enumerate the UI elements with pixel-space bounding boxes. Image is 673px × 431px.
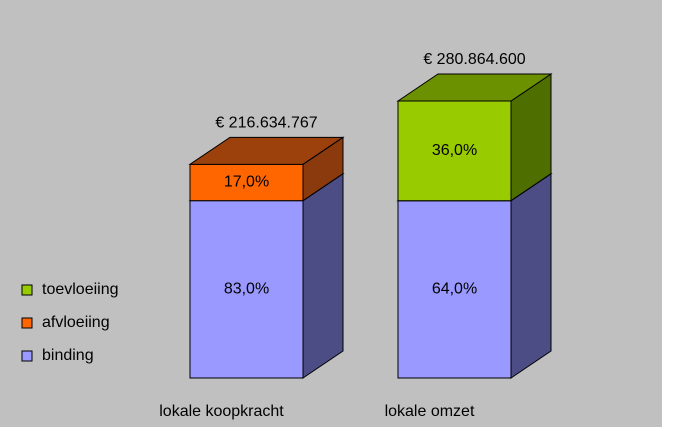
legend-label: toevloeiing [42, 281, 119, 298]
value-label: 17,0% [224, 174, 269, 191]
total-label: € 280.864.600 [423, 51, 525, 68]
x-tick-label: lokale koopkracht [159, 403, 284, 420]
total-label: € 216.634.767 [215, 115, 317, 132]
bar-top [396, 73, 553, 102]
legend-label: binding [42, 347, 94, 364]
value-label: 83,0% [224, 281, 269, 298]
legend-swatch [21, 317, 33, 329]
bar-side [510, 172, 552, 379]
x-tick-label: lokale omzet [385, 403, 475, 420]
bar-side [302, 172, 344, 379]
legend-swatch [21, 350, 33, 362]
legend-label: afvloeiing [42, 314, 110, 331]
value-label: 36,0% [432, 142, 477, 159]
bar-top [188, 136, 345, 165]
bar-front [189, 200, 304, 379]
value-label: 64,0% [432, 281, 477, 298]
bar-front [397, 100, 512, 202]
legend-swatch [21, 284, 33, 296]
